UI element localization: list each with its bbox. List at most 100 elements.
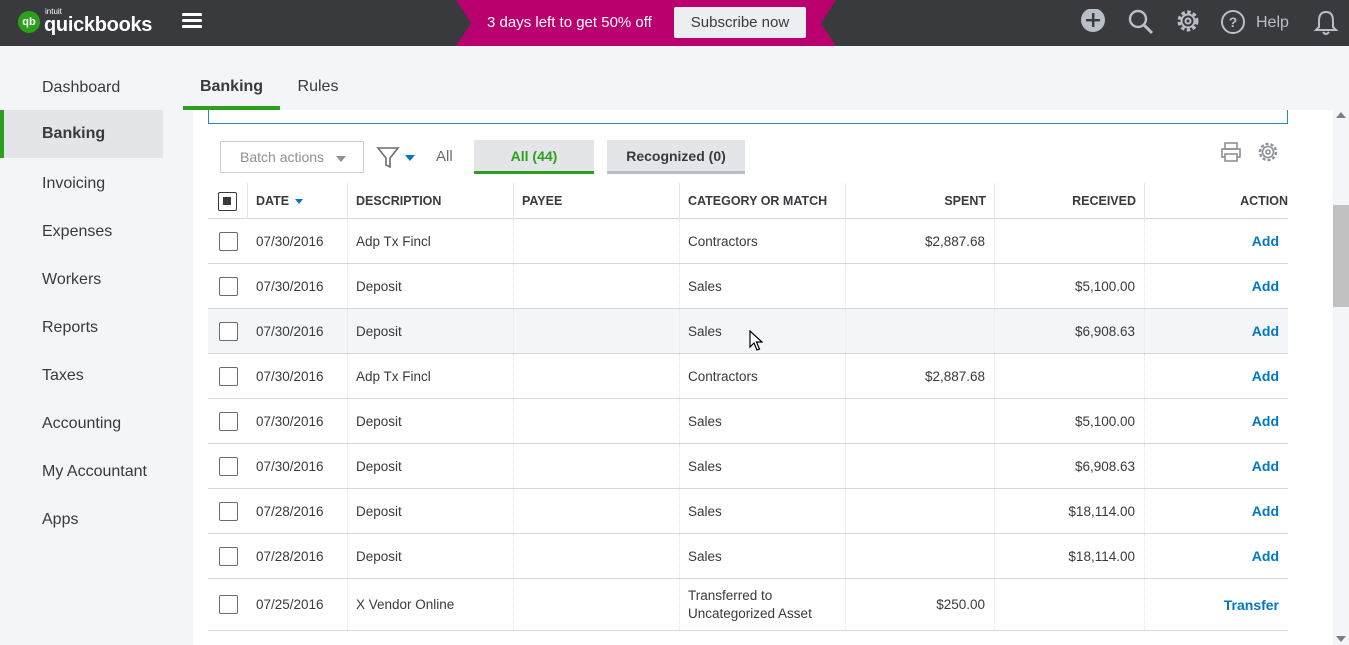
row-select-cell bbox=[208, 579, 248, 630]
sort-down-icon bbox=[295, 198, 304, 204]
sidebar-item-banking[interactable]: Banking bbox=[0, 110, 163, 158]
row-action-link[interactable]: Add bbox=[1251, 233, 1279, 249]
bell-icon[interactable] bbox=[1312, 9, 1340, 37]
tab-rules[interactable]: Rules bbox=[297, 78, 339, 95]
search-field-edge[interactable] bbox=[208, 110, 1288, 124]
cell-date: 07/28/2016 bbox=[248, 534, 348, 578]
row-action-link[interactable]: Add bbox=[1251, 458, 1279, 474]
row-select-cell bbox=[208, 444, 248, 488]
header-spent[interactable]: SPENT bbox=[846, 183, 995, 219]
plus-icon[interactable] bbox=[1079, 9, 1107, 37]
table-settings-gear-icon[interactable] bbox=[1257, 141, 1279, 163]
table-row[interactable]: 07/30/2016 Adp Tx Fincl Contractors $2,887.… bbox=[208, 219, 1288, 264]
row-checkbox[interactable] bbox=[218, 456, 238, 476]
header-received[interactable]: RECEIVED bbox=[995, 183, 1145, 219]
sidebar-item-expenses[interactable]: Expenses bbox=[42, 223, 113, 240]
header-category[interactable]: CATEGORY OR MATCH bbox=[680, 183, 846, 219]
cell-category: Contractors bbox=[680, 219, 846, 263]
mouse-cursor-icon bbox=[749, 330, 763, 351]
segment-recognized[interactable]: Recognized (0) bbox=[607, 140, 745, 174]
cell-date: 07/30/2016 bbox=[248, 444, 348, 488]
row-checkbox[interactable] bbox=[218, 501, 238, 521]
cell-category: Sales bbox=[680, 489, 846, 533]
table-row[interactable]: 07/30/2016 Deposit Sales $6,908.63 Add bbox=[208, 309, 1288, 354]
table-row[interactable]: 07/30/2016 Adp Tx Fincl Contractors $2,887.… bbox=[208, 354, 1288, 399]
sidebar-item-taxes[interactable]: Taxes bbox=[42, 367, 84, 384]
filter-all-label[interactable]: All bbox=[436, 148, 453, 165]
header-action: ACTION bbox=[1240, 194, 1288, 208]
cell-action: Add bbox=[1145, 264, 1288, 308]
cell-action: Add bbox=[1145, 489, 1288, 533]
quickbooks-logo[interactable]: qb intuit quickbooks bbox=[18, 8, 152, 35]
help-icon[interactable]: ? bbox=[1219, 9, 1247, 37]
row-action-link[interactable]: Add bbox=[1251, 548, 1279, 564]
row-checkbox[interactable] bbox=[218, 231, 238, 251]
row-checkbox[interactable] bbox=[218, 595, 238, 614]
row-select-cell bbox=[208, 354, 248, 398]
table-row[interactable]: 07/28/2016 Deposit Sales $18,114.00 Add bbox=[208, 534, 1288, 579]
cell-category: Transferred to Uncategorized Asset bbox=[680, 579, 846, 630]
subscribe-now-button[interactable]: Subscribe now bbox=[674, 7, 806, 38]
table-row[interactable]: 07/30/2016 Deposit Sales $6,908.63 Add bbox=[208, 444, 1288, 489]
sidebar-item-accounting[interactable]: Accounting bbox=[42, 415, 122, 432]
row-checkbox[interactable] bbox=[218, 546, 238, 566]
menu-icon[interactable] bbox=[182, 13, 202, 29]
row-checkbox[interactable] bbox=[218, 321, 238, 341]
logo-intuit-text: intuit bbox=[45, 7, 62, 16]
print-icon[interactable] bbox=[1220, 141, 1242, 163]
cell-received bbox=[995, 354, 1145, 398]
svg-text:?: ? bbox=[1229, 14, 1238, 30]
cell-category: Sales bbox=[680, 399, 846, 443]
table-row[interactable]: 07/30/2016 Deposit Sales $5,100.00 Add bbox=[208, 399, 1288, 444]
cell-spent: $250.00 bbox=[846, 579, 995, 630]
cell-received: $5,100.00 bbox=[995, 399, 1145, 443]
row-checkbox[interactable] bbox=[218, 366, 238, 386]
cell-received: $6,908.63 bbox=[995, 444, 1145, 488]
cell-description: Deposit bbox=[348, 489, 514, 533]
sidebar-item-apps[interactable]: Apps bbox=[42, 511, 79, 528]
row-action-link[interactable]: Add bbox=[1251, 413, 1279, 429]
row-action-link[interactable]: Transfer bbox=[1223, 596, 1279, 613]
row-checkbox[interactable] bbox=[218, 411, 238, 431]
scrollbar-track[interactable] bbox=[1333, 110, 1349, 645]
cell-description: Adp Tx Fincl bbox=[348, 354, 514, 398]
table-row[interactable]: 07/25/2016 X Vendor Online Transferred to U… bbox=[208, 579, 1288, 631]
segment-all[interactable]: All (44) bbox=[474, 140, 594, 174]
cell-category: Sales bbox=[680, 309, 846, 353]
sidebar-item-invoicing[interactable]: Invoicing bbox=[42, 175, 106, 192]
row-action-link[interactable]: Add bbox=[1251, 503, 1279, 519]
select-all-checkbox[interactable] bbox=[218, 191, 237, 211]
table-row[interactable]: 07/28/2016 Deposit Sales $18,114.00 Add bbox=[208, 489, 1288, 534]
tab-banking[interactable]: Banking bbox=[183, 68, 280, 110]
sidebar-item-dashboard[interactable]: Dashboard bbox=[42, 79, 121, 96]
cell-description: Deposit bbox=[348, 264, 514, 308]
sidebar-item-reports[interactable]: Reports bbox=[42, 319, 99, 336]
row-action-link[interactable]: Add bbox=[1251, 323, 1279, 339]
logo-quickbooks-text: quickbooks bbox=[44, 14, 153, 36]
row-checkbox[interactable] bbox=[218, 276, 238, 296]
gear-icon[interactable] bbox=[1174, 9, 1202, 37]
scrollbar-thumb[interactable] bbox=[1333, 205, 1349, 307]
sidebar-item-my-accountant[interactable]: My Accountant bbox=[42, 463, 147, 480]
table-row[interactable]: 07/30/2016 Deposit Sales $5,100.00 Add bbox=[208, 264, 1288, 309]
header-payee[interactable]: PAYEE bbox=[514, 183, 680, 219]
row-action-link[interactable]: Add bbox=[1251, 278, 1279, 294]
cell-action: Transfer bbox=[1145, 579, 1288, 630]
help-label[interactable]: Help bbox=[1256, 14, 1289, 31]
header-description[interactable]: DESCRIPTION bbox=[348, 183, 514, 219]
scroll-up-arrow-icon[interactable] bbox=[1336, 112, 1346, 118]
cell-action: Add bbox=[1145, 534, 1288, 578]
batch-actions-label: Batch actions bbox=[240, 149, 325, 165]
sidebar-item-workers[interactable]: Workers bbox=[42, 271, 102, 288]
cell-payee bbox=[514, 444, 680, 488]
row-select-cell bbox=[208, 309, 248, 353]
promo-text: 3 days left to get 50% off bbox=[487, 14, 652, 31]
scroll-down-arrow-icon[interactable] bbox=[1336, 636, 1346, 642]
row-action-link[interactable]: Add bbox=[1251, 368, 1279, 384]
table-header: DATE DESCRIPTION PAYEE CATEGORY OR MATCH… bbox=[208, 183, 1288, 219]
cell-date: 07/30/2016 bbox=[248, 219, 348, 263]
filter-icon[interactable] bbox=[376, 146, 418, 170]
header-date[interactable]: DATE bbox=[248, 183, 348, 219]
batch-actions-dropdown[interactable]: Batch actions bbox=[220, 141, 364, 173]
search-icon[interactable] bbox=[1127, 9, 1155, 37]
